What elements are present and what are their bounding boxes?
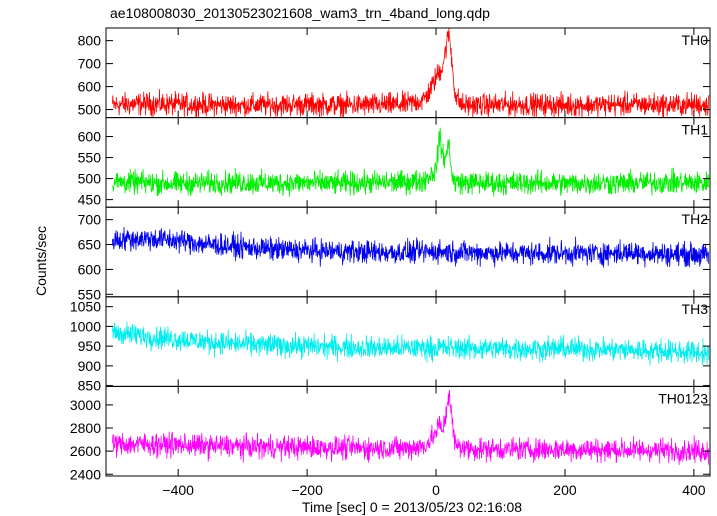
series-line-th3 — [112, 321, 710, 366]
panel-th0123: 2400 2600 2800 3000 TH0123 — [70, 385, 711, 482]
y-tick-label: 850 — [78, 378, 102, 394]
series-line-th1 — [112, 127, 710, 197]
y-tick-label: 500 — [78, 102, 102, 118]
panel-th3: 850 900 950 1000 1050 TH3 — [70, 296, 711, 394]
y-tick-label: 3000 — [70, 397, 101, 413]
panel-label: TH0123 — [658, 390, 708, 406]
y-tick-label: 450 — [78, 192, 102, 208]
panel-label: TH3 — [682, 301, 709, 317]
x-tick-label: −400 — [162, 482, 194, 498]
y-tick-label: 600 — [78, 79, 102, 95]
series-line-th0 — [112, 27, 710, 118]
y-tick-label: 600 — [78, 261, 102, 277]
y-tick-label: 1000 — [70, 318, 101, 334]
y-tick-label: 2400 — [70, 466, 101, 482]
y-tick-label: 700 — [78, 56, 102, 72]
y-tick-label: 2600 — [70, 443, 101, 459]
y-tick-label: 2800 — [70, 420, 101, 436]
y-tick-label: 700 — [78, 212, 102, 228]
panel-label: TH0 — [682, 32, 709, 48]
series-line-th0123 — [112, 389, 710, 465]
panel-th0: 500 600 700 800 TH0 — [78, 27, 711, 119]
y-tick-label: 600 — [78, 129, 102, 145]
panel-th1: 450 500 550 600 TH1 — [78, 117, 711, 208]
x-tick-label: 400 — [682, 482, 706, 498]
y-tick-label: 900 — [78, 358, 102, 374]
series-line-th2 — [112, 226, 710, 268]
x-tick-label: 0 — [432, 482, 440, 498]
x-axis-label: Time [sec] 0 = 2013/05/23 02:16:08 — [302, 499, 522, 515]
panel-frame — [105, 117, 711, 208]
y-tick-label: 500 — [78, 171, 102, 187]
panel-th2: 550 600 650 700 TH2 — [78, 206, 711, 302]
y-tick-label: 800 — [78, 33, 102, 49]
y-axis-label: Counts/sec — [33, 226, 49, 296]
x-tick-label: 200 — [553, 482, 577, 498]
panel-label: TH2 — [682, 211, 709, 227]
y-tick-label: 1050 — [70, 299, 101, 315]
chart-title: ae108008030_20130523021608_wam3_trn_4ban… — [110, 5, 490, 21]
panel-label: TH1 — [682, 122, 709, 138]
panel-frame — [105, 385, 711, 477]
panels-group: 500 600 700 800 TH0 450 500 550 600 TH1 550 600 650 7… — [70, 27, 711, 482]
y-tick-label: 550 — [78, 150, 102, 166]
y-tick-label: 950 — [78, 338, 102, 354]
x-tick-labels: −400 −200 0 200 400 — [162, 482, 705, 498]
x-tick-label: −200 — [291, 482, 323, 498]
y-tick-label: 550 — [78, 286, 102, 302]
y-tick-label: 650 — [78, 237, 102, 253]
